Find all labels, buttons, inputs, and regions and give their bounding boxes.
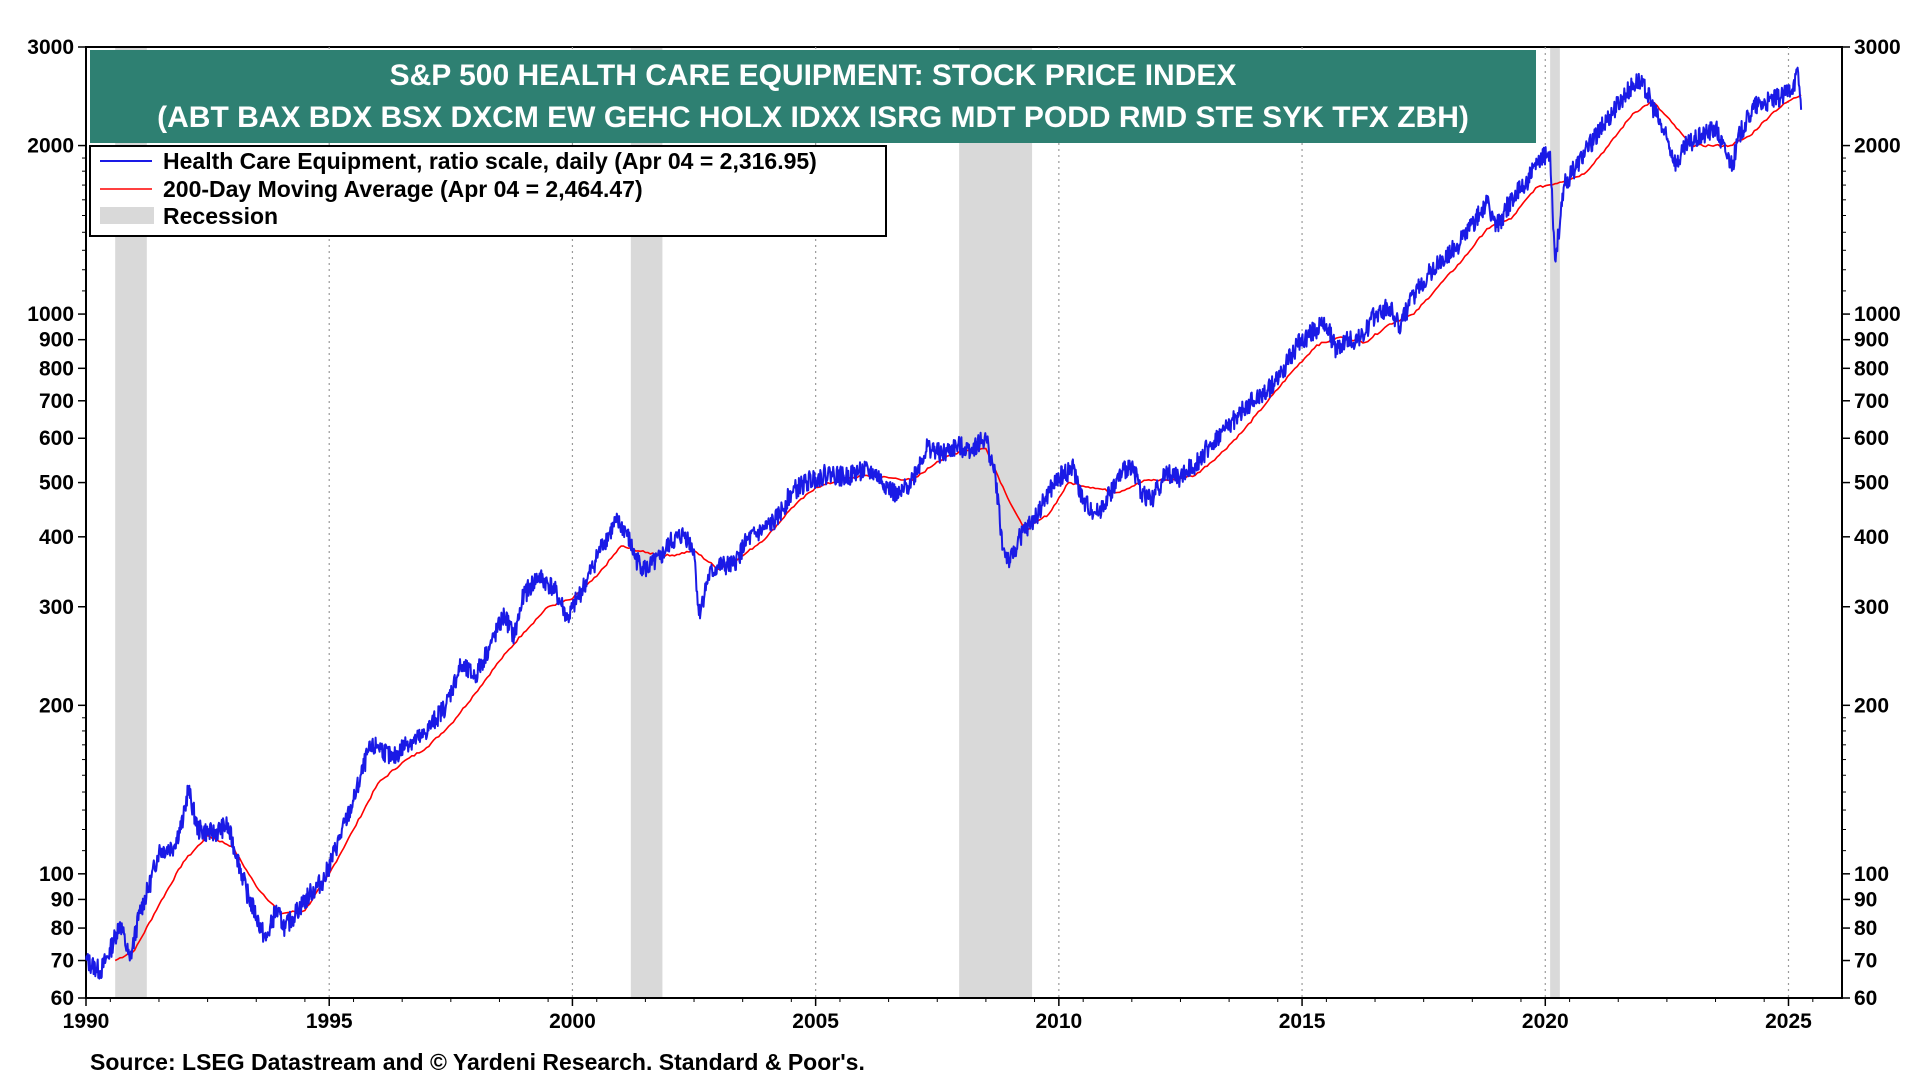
y-tick-label-right-600: 600 [1854,427,1889,450]
chart-subtitle: (ABT BAX BDX BSX DXCM EW GEHC HOLX IDXX … [157,101,1469,134]
y-tick-label-right-2000: 2000 [1854,135,1901,158]
y-tick-label-right-100: 100 [1854,863,1889,886]
y-tick-label-left-60: 60 [51,987,74,1010]
y-tick-label-right-800: 800 [1854,357,1889,380]
x-tick-label-2005: 2005 [792,1010,839,1033]
y-tick-label-left-900: 900 [39,329,74,352]
x-tick-label-2015: 2015 [1279,1010,1326,1033]
y-tick-label-right-700: 700 [1854,390,1889,413]
series-layer [85,66,1803,980]
y-tick-label-left-500: 500 [39,472,74,495]
y-tick-label-left-300: 300 [39,596,74,619]
y-tick-label-left-2000: 2000 [27,135,74,158]
legend-box [89,145,887,237]
y-tick-label-right-3000: 3000 [1854,36,1901,59]
legend: Health Care Equipment, ratio scale, dail… [89,145,887,237]
x-tick-label-1995: 1995 [306,1010,353,1033]
legend-swatch-recession [100,207,154,224]
y-tick-label-right-900: 900 [1854,329,1889,352]
y-tick-label-left-80: 80 [51,917,74,940]
grid-layer [328,47,1790,998]
y-tick-label-right-80: 80 [1854,917,1877,940]
y-tick-label-right-500: 500 [1854,472,1889,495]
title-box: S&P 500 HEALTH CARE EQUIPMENT: STOCK PRI… [90,50,1536,143]
x-tick-label-2020: 2020 [1522,1010,1569,1033]
source-note: Source: LSEG Datastream and © Yardeni Re… [90,1049,865,1075]
x-tick-label-2010: 2010 [1035,1010,1082,1033]
y-tick-label-right-200: 200 [1854,694,1889,717]
x-tick-label-1990: 1990 [63,1010,110,1033]
y-tick-label-right-90: 90 [1854,888,1877,911]
y-tick-label-left-3000: 3000 [27,36,74,59]
legend-label-price: Health Care Equipment, ratio scale, dail… [163,148,817,174]
axis-layer: 1990 1995 2000 2005 2010 2015 2020 2025 60 60 70 70… [27,36,1900,1033]
series-line-price [85,66,1803,980]
y-tick-label-left-90: 90 [51,888,74,911]
title-background [90,50,1536,143]
x-tick-label-2025: 2025 [1765,1010,1812,1033]
y-tick-label-left-100: 100 [39,863,74,886]
x-tick-label-2000: 2000 [549,1010,596,1033]
y-tick-label-left-600: 600 [39,427,74,450]
y-tick-label-left-800: 800 [39,357,74,380]
legend-label-recession: Recession [163,203,278,229]
y-tick-label-right-70: 70 [1854,950,1877,973]
y-tick-label-right-60: 60 [1854,987,1877,1010]
chart-title: S&P 500 HEALTH CARE EQUIPMENT: STOCK PRI… [390,59,1237,92]
y-tick-label-left-200: 200 [39,694,74,717]
y-tick-label-right-400: 400 [1854,526,1889,549]
legend-label-moving-average: 200-Day Moving Average (Apr 04 = 2,464.4… [163,176,643,202]
y-tick-label-left-1000: 1000 [27,303,74,326]
y-tick-label-left-400: 400 [39,526,74,549]
y-tick-label-right-300: 300 [1854,596,1889,619]
recession-band-3 [1550,48,1560,997]
y-tick-label-right-1000: 1000 [1854,303,1901,326]
y-tick-label-left-70: 70 [51,950,74,973]
recession-band-2 [959,48,1033,997]
y-tick-label-left-700: 700 [39,390,74,413]
series-line-moving-average [114,94,1802,962]
